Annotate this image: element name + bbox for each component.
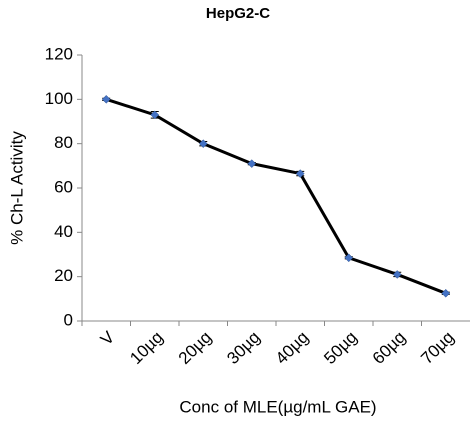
x-tick-label: 50µg [320,328,360,368]
marker [441,288,451,298]
y-tick-label: 20 [54,266,73,285]
marker [295,169,305,178]
y-tick-label: 100 [45,89,73,108]
marker [392,270,402,279]
x-axis-label: Conc of MLE(µg/mL GAE) [179,397,376,416]
y-tick-label: 120 [45,44,73,63]
y-tick-label: 0 [64,310,73,329]
marker [101,94,111,104]
x-tick-label: 60µg [369,328,409,368]
y-tick-label: 80 [54,133,73,152]
x-tick-label: 20µg [175,328,215,368]
marker [344,253,354,263]
y-tick-label: 60 [54,177,73,196]
x-tick-label: 40µg [272,328,312,368]
x-tick-label: V [97,327,119,349]
chart-title: HepG2-C [206,5,270,22]
y-tick-label: 40 [54,222,73,241]
x-tick-label: 10µg [126,328,166,368]
series-line [105,97,447,295]
marker [198,139,208,149]
marker [150,110,160,120]
x-tick-label: 30µg [223,328,263,368]
marker [247,159,257,168]
y-axis-label: % Ch-L Activity [7,131,26,245]
x-tick-label: 70µg [417,328,457,368]
